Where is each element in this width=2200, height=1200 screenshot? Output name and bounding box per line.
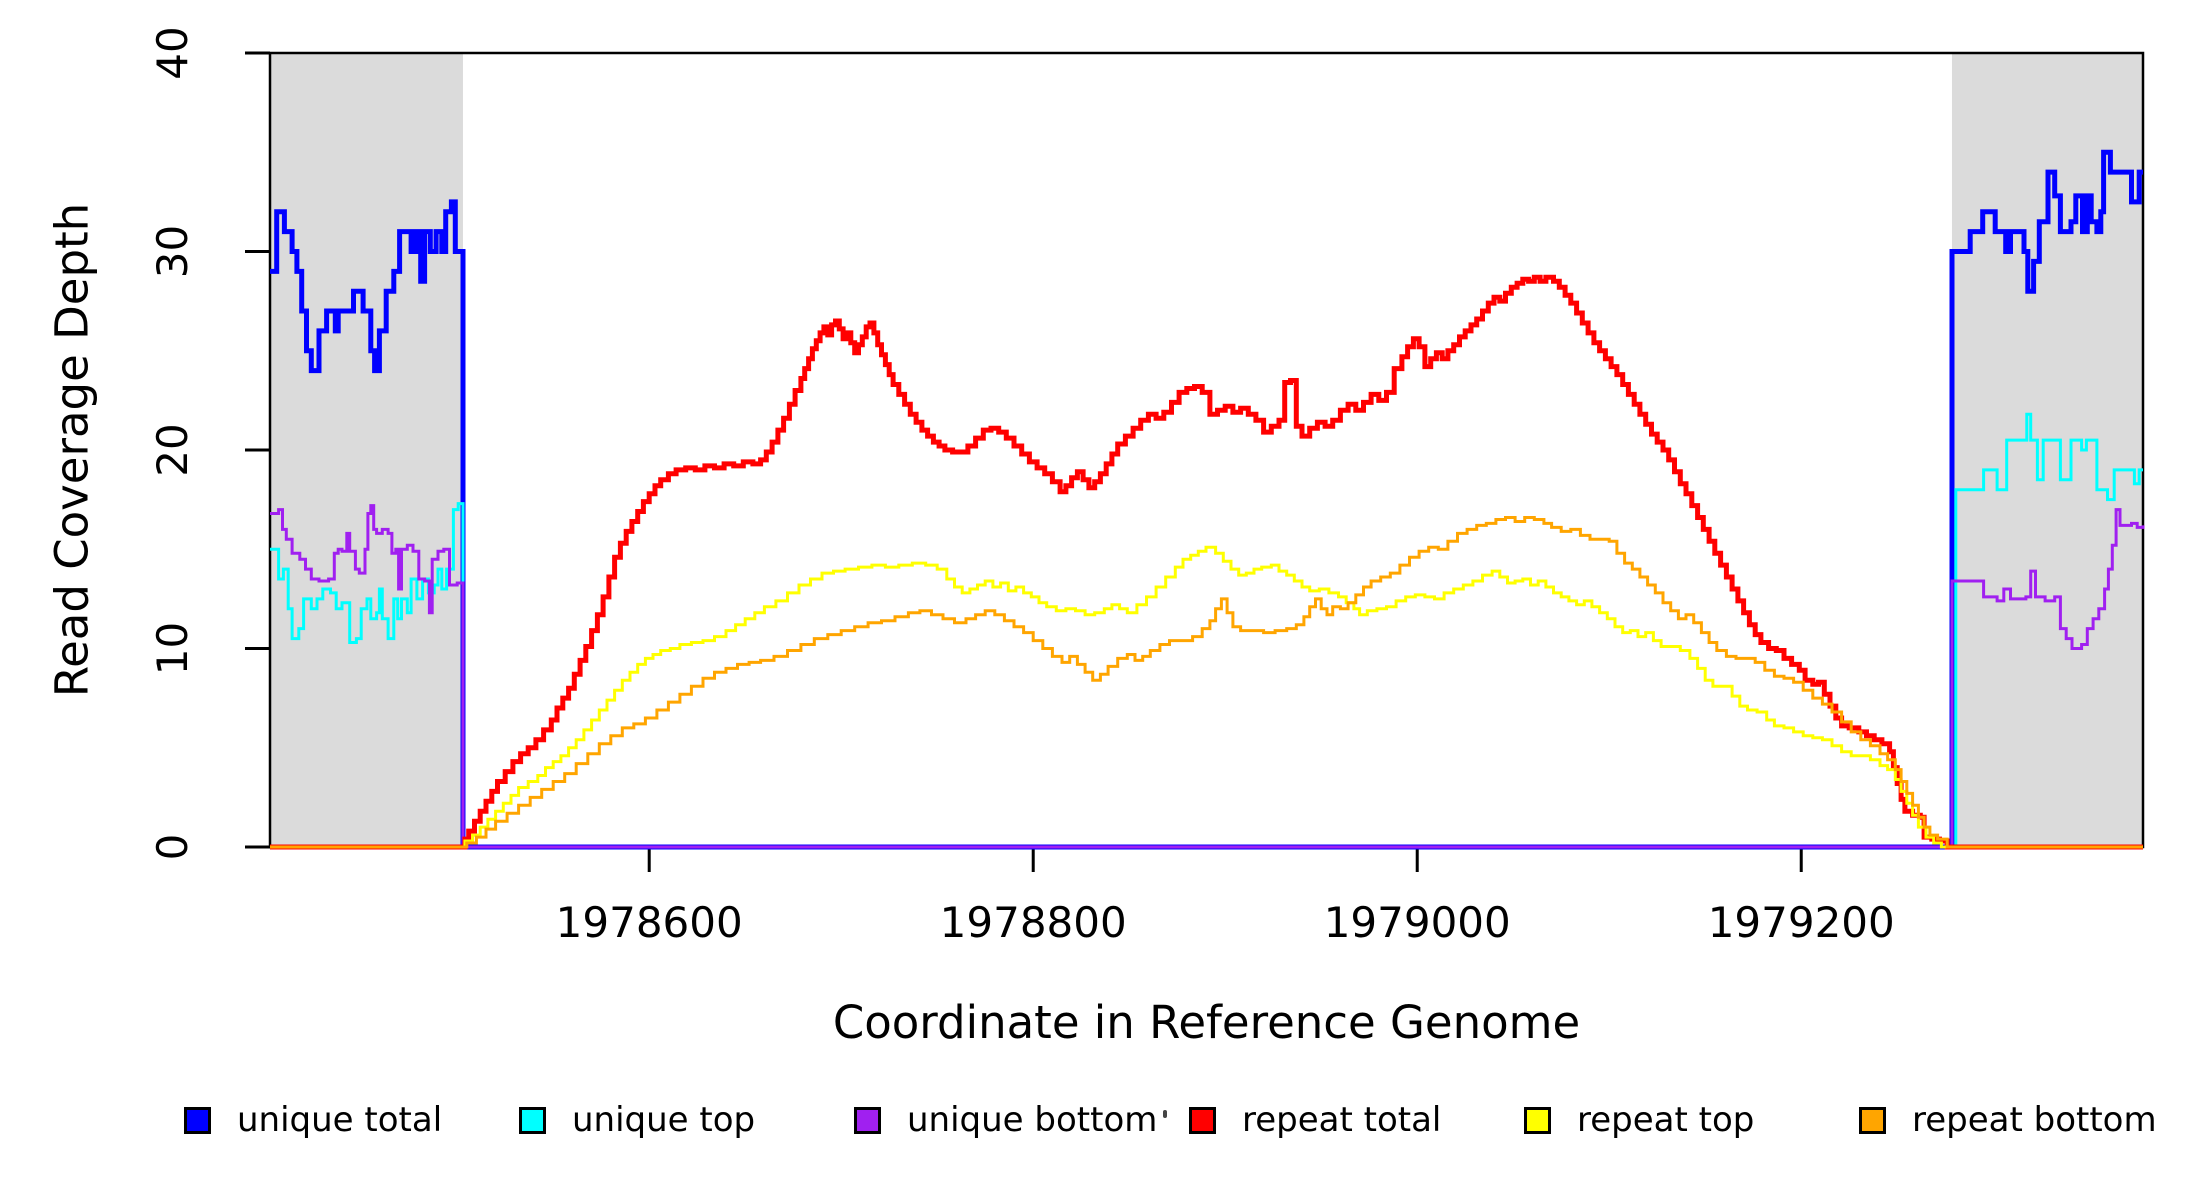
series-repeat-total: [270, 274, 2143, 850]
y-tick-label: 10: [148, 622, 197, 675]
y-tick-label: 40: [148, 26, 197, 79]
y-tick-label: 20: [148, 423, 197, 476]
x-tick-label: 1978800: [940, 898, 1127, 947]
y-tick-label: 30: [148, 225, 197, 278]
x-tick-label: 1979000: [1324, 898, 1511, 947]
series-repeat-bottom: [270, 516, 2143, 849]
series-unique-total: [270, 149, 2143, 850]
y-axis-title: Read Coverage Depth: [45, 202, 99, 698]
series-unique-bottom: [270, 504, 2145, 849]
x-axis-title: Coordinate in Reference Genome: [832, 996, 1581, 1049]
masked-region-band: [270, 53, 463, 847]
series-repeat-top: [270, 545, 2143, 849]
stray-dot-artifact: [1163, 1110, 1167, 1118]
y-tick-label: 0: [148, 834, 197, 861]
series-unique-top: [270, 412, 2143, 849]
x-tick-label: 1978600: [556, 898, 743, 947]
x-tick-label: 1979200: [1708, 898, 1895, 947]
